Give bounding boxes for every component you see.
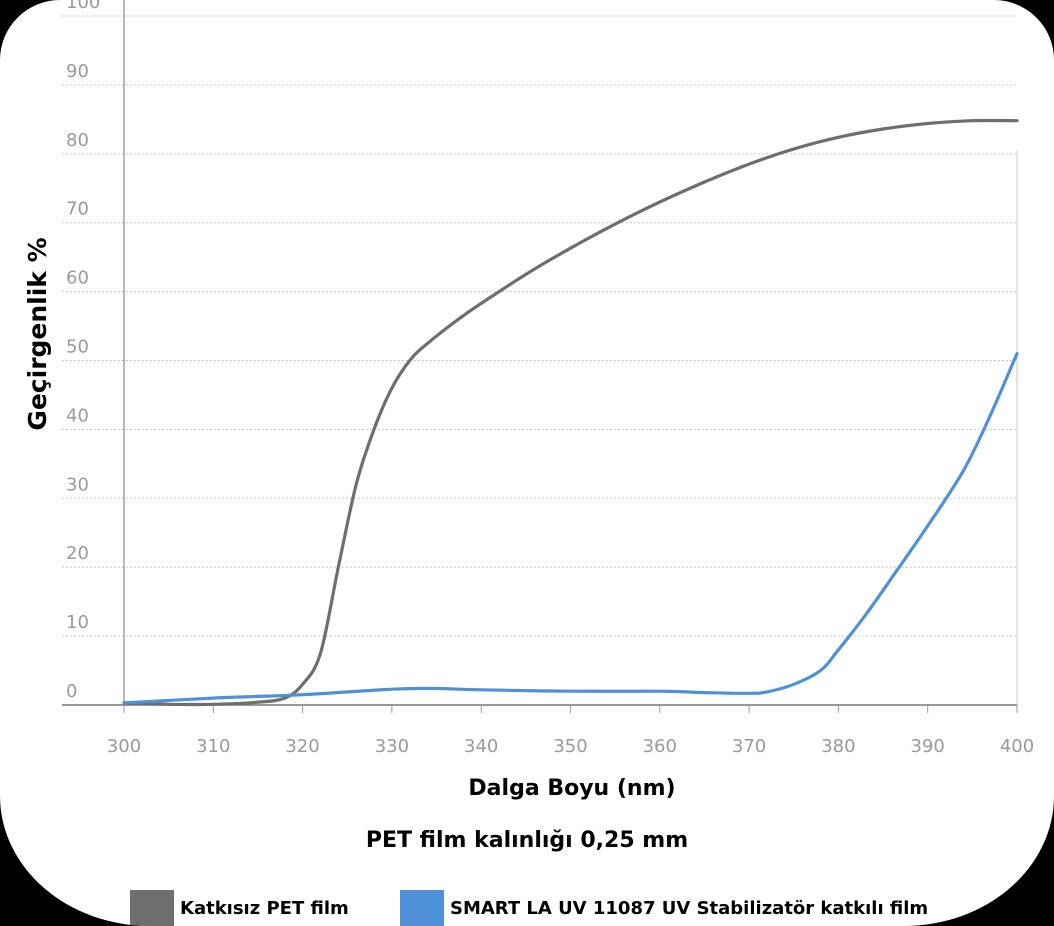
x-tick-label: 350 (553, 736, 587, 757)
y-tick-label: 50 (66, 337, 89, 358)
y-axis-label: Geçirgenlik % (23, 237, 52, 430)
x-tick-label: 380 (821, 736, 855, 757)
x-tick-label: 320 (285, 736, 319, 757)
x-tick-label: 310 (196, 736, 230, 757)
chart-subtitle: PET film kalınlığı 0,25 mm (365, 828, 689, 853)
y-tick-label: 80 (66, 130, 89, 151)
legend-swatch-smart (400, 890, 444, 926)
legend-label-smart: SMART LA UV 11087 UV Stabilizatör katkıl… (450, 897, 929, 919)
corner-tab (0, 886, 26, 926)
legend-label-pet: Katkısız PET film (180, 897, 349, 919)
legend: Katkısız PET film SMART LA UV 11087 UV S… (0, 890, 1054, 926)
y-tick-label: 20 (66, 543, 89, 564)
x-tick-label: 400 (1000, 736, 1034, 757)
x-tick-label: 330 (375, 736, 409, 757)
legend-swatch-pet (130, 890, 174, 926)
y-tick-label: 100 (66, 0, 100, 13)
x-tick-label: 370 (732, 736, 766, 757)
legend-item-smart: SMART LA UV 11087 UV Stabilizatör katkıl… (400, 890, 928, 926)
x-tick-label: 390 (911, 736, 945, 757)
y-tick-label: 60 (66, 268, 89, 289)
legend-item-pet: Katkısız PET film (130, 890, 349, 926)
x-tick-label: 300 (107, 736, 141, 757)
series-line-smart-la-uv (122, 352, 1019, 705)
y-tick-label: 70 (66, 199, 89, 220)
y-tick-label: 10 (66, 612, 89, 633)
x-tick-label: 360 (643, 736, 677, 757)
x-axis-label: Dalga Boyu (nm) (468, 776, 675, 801)
y-tick-label: 0 (66, 681, 77, 702)
series-line-katkisiz-pet (122, 118, 1019, 707)
y-tick-label: 90 (66, 61, 89, 82)
y-tick-label: 40 (66, 405, 89, 426)
x-tick-label: 340 (464, 736, 498, 757)
y-tick-label: 30 (66, 474, 89, 495)
